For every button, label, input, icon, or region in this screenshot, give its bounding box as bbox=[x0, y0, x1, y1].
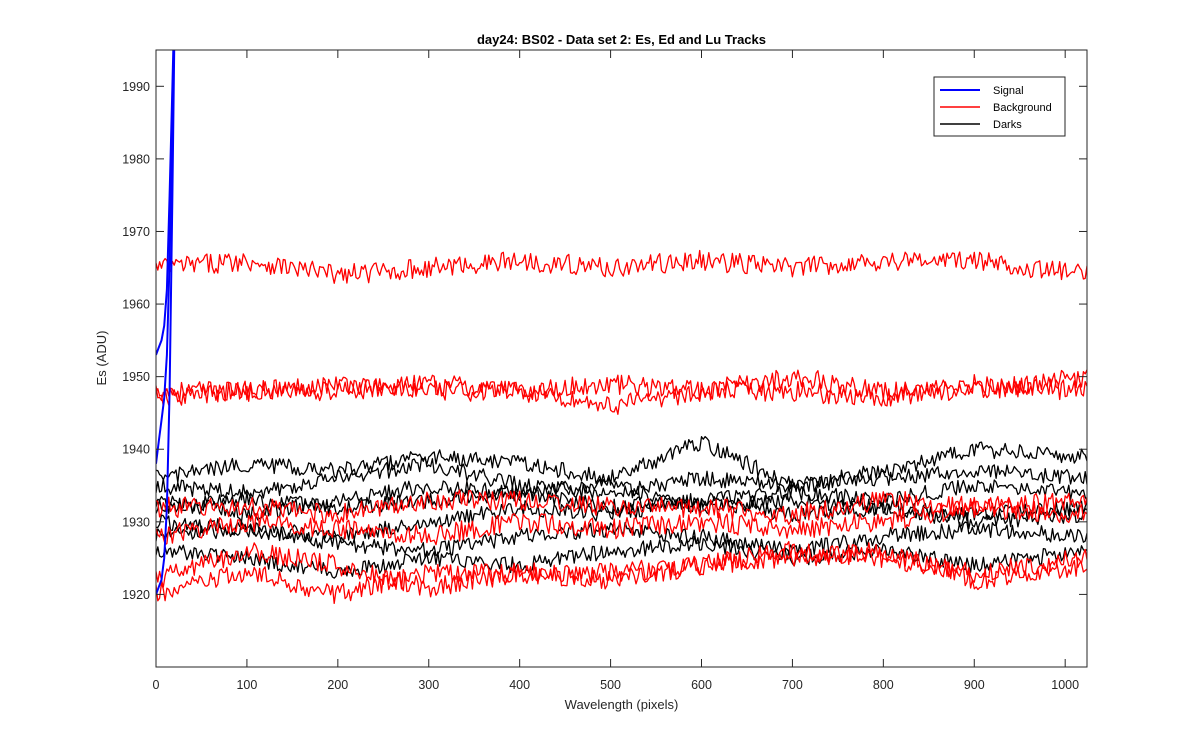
series-line-darks bbox=[156, 456, 1087, 501]
x-tick-label: 1000 bbox=[1051, 678, 1079, 692]
legend: Signal Background Darks bbox=[933, 76, 1066, 137]
x-tick-label: 200 bbox=[327, 678, 348, 692]
y-tick-label: 1940 bbox=[122, 443, 150, 457]
x-axis: 0 100 200 300 400 500 600 700 800 900 1000 bbox=[153, 50, 1079, 692]
x-tick-label: 0 bbox=[153, 678, 160, 692]
x-tick-label: 600 bbox=[691, 678, 712, 692]
y-axis: 1920 1930 1940 1950 1960 1970 1980 1990 bbox=[122, 80, 1087, 602]
x-tick-label: 900 bbox=[964, 678, 985, 692]
x-tick-label: 300 bbox=[418, 678, 439, 692]
series-line-background bbox=[156, 542, 1087, 605]
series-line-background bbox=[156, 498, 1087, 546]
plot-frame bbox=[155, 49, 1088, 668]
x-axis-label: Wavelength (pixels) bbox=[565, 697, 679, 712]
series-line-background bbox=[156, 540, 1087, 598]
legend-label-signal: Signal bbox=[993, 85, 1024, 97]
y-tick-label: 1950 bbox=[122, 370, 150, 384]
y-tick-label: 1990 bbox=[122, 80, 150, 94]
y-axis-label: Es (ADU) bbox=[94, 331, 109, 386]
x-tick-label: 500 bbox=[600, 678, 621, 692]
y-tick-label: 1980 bbox=[122, 152, 150, 166]
legend-label-background: Background bbox=[993, 102, 1052, 114]
y-tick-label: 1930 bbox=[122, 515, 150, 529]
x-tick-label: 400 bbox=[509, 678, 530, 692]
series-line-background bbox=[156, 374, 1087, 415]
y-tick-label: 1960 bbox=[122, 298, 150, 312]
series-layer bbox=[156, 50, 1087, 605]
x-tick-label: 800 bbox=[873, 678, 894, 692]
chart-title: day24: BS02 - Data set 2: Es, Ed and Lu … bbox=[477, 32, 766, 47]
x-tick-label: 100 bbox=[236, 678, 257, 692]
legend-label-darks: Darks bbox=[993, 119, 1022, 131]
series-line-background bbox=[156, 489, 1087, 526]
y-tick-label: 1970 bbox=[122, 225, 150, 239]
y-tick-label: 1920 bbox=[122, 588, 150, 602]
series-line-background bbox=[156, 249, 1087, 284]
x-tick-label: 700 bbox=[782, 678, 803, 692]
series-line-signal bbox=[156, 50, 176, 595]
series-line-signal bbox=[156, 50, 175, 464]
series-line-darks bbox=[156, 435, 1087, 493]
